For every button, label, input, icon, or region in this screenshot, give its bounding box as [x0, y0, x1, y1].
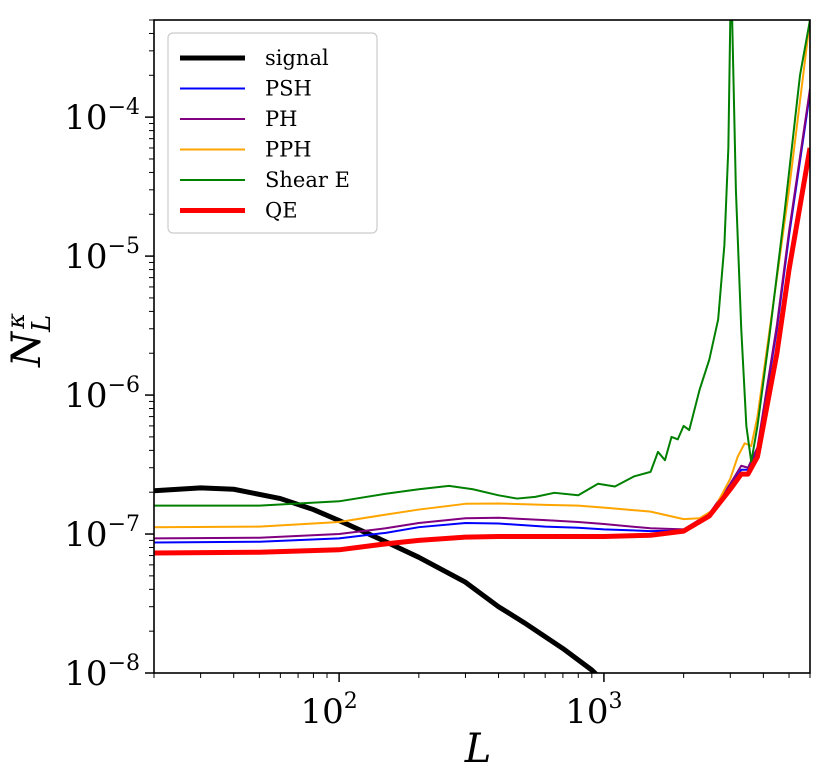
legend-box — [167, 32, 378, 234]
series-line-ph — [154, 88, 810, 540]
series-line-signal — [154, 485, 599, 673]
plot-frame — [153, 19, 811, 674]
series-layer — [154, 20, 810, 673]
y-tick-label: 10−4 — [64, 95, 140, 138]
legend-label-psh: PSH — [265, 77, 312, 101]
x-tick-label: 102 — [300, 689, 357, 732]
legend-label-signal: signal — [265, 46, 329, 70]
x-axis-label: L — [464, 726, 492, 772]
y-axis-label-text: NLκ — [2, 313, 57, 368]
legend-label-shear-e: Shear E — [265, 168, 350, 192]
legend-label-pph: PPH — [265, 138, 312, 162]
y-tick-label: 10−5 — [64, 234, 140, 277]
ticks-layer: 102 103 10−8 10−7 10−6 10−5 10−4 — [64, 19, 811, 732]
y-tick-label: 10−7 — [64, 512, 140, 555]
y-tick-label: 10−6 — [64, 373, 140, 416]
series-line-shear-e — [154, 20, 810, 507]
legend: signal PSH PH PPH Shear E QE — [167, 32, 378, 234]
y-tick-label: 10−8 — [64, 651, 140, 694]
legend-label-qe: QE — [265, 199, 298, 223]
series-line-qe — [154, 147, 810, 556]
series-line-pph — [154, 20, 810, 529]
legend-label-ph: PH — [265, 107, 297, 131]
y-axis-label: NLκ — [2, 313, 57, 368]
x-tick-label: 103 — [565, 689, 622, 732]
